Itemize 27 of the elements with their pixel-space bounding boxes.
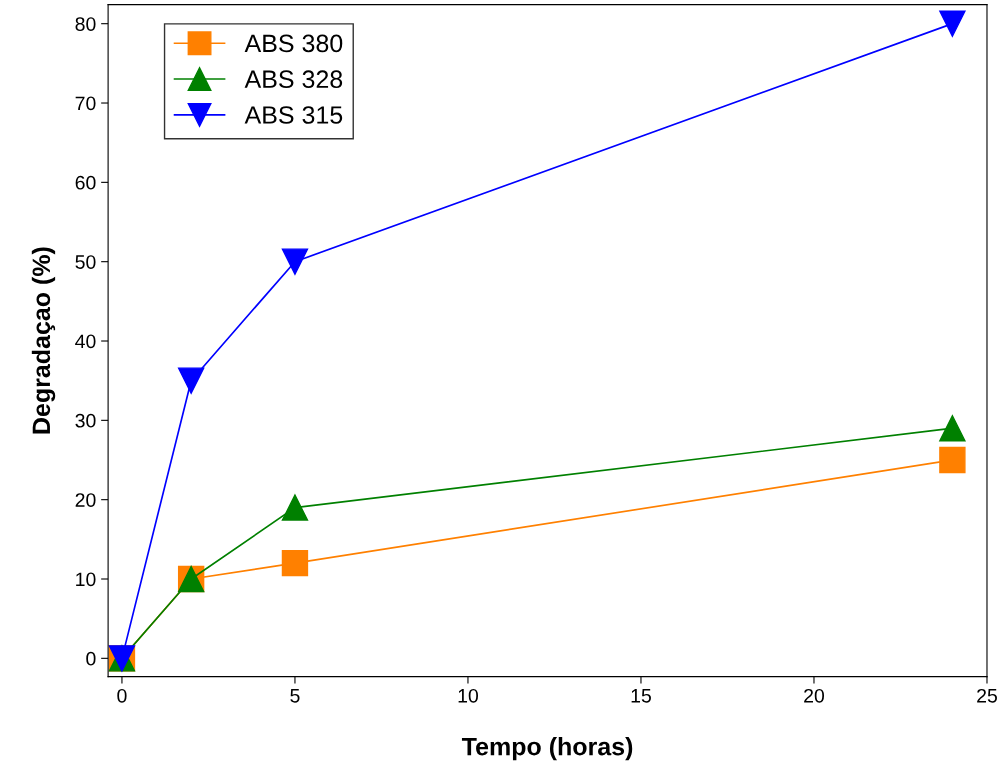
legend-label: ABS 328 xyxy=(244,70,343,89)
point xyxy=(939,415,966,442)
point xyxy=(281,248,309,275)
y-tick-label: 30 xyxy=(75,413,96,428)
y-tick-label: 50 xyxy=(75,255,96,269)
x-tick-label: 25 xyxy=(977,688,997,703)
point xyxy=(281,549,309,577)
y-tick-label: 40 xyxy=(75,334,96,349)
x-tick-label: 15 xyxy=(631,689,651,703)
y-tick-label: 0 xyxy=(86,651,96,666)
x-tick-label: 10 xyxy=(458,688,479,703)
x-tick-label: 0 xyxy=(117,688,127,703)
point xyxy=(939,446,966,474)
y-tick-label: 80 xyxy=(75,17,96,31)
y-tick-label: 70 xyxy=(75,96,96,111)
y-tick-label: 20 xyxy=(75,493,96,507)
x-axis-title: Tempo (horas) xyxy=(461,737,633,761)
point xyxy=(177,367,205,394)
point xyxy=(281,494,309,521)
x-tick-label: 5 xyxy=(290,689,300,703)
y-axis-title: Degradaçao (%) xyxy=(31,247,56,434)
legend-label: ABS 380 xyxy=(244,34,343,53)
y-tick-label: 10 xyxy=(76,572,96,587)
point xyxy=(939,10,966,37)
y-tick-label: 60 xyxy=(75,175,96,190)
legend-label: ABS 315 xyxy=(244,106,343,124)
x-tick-label: 20 xyxy=(804,688,825,703)
